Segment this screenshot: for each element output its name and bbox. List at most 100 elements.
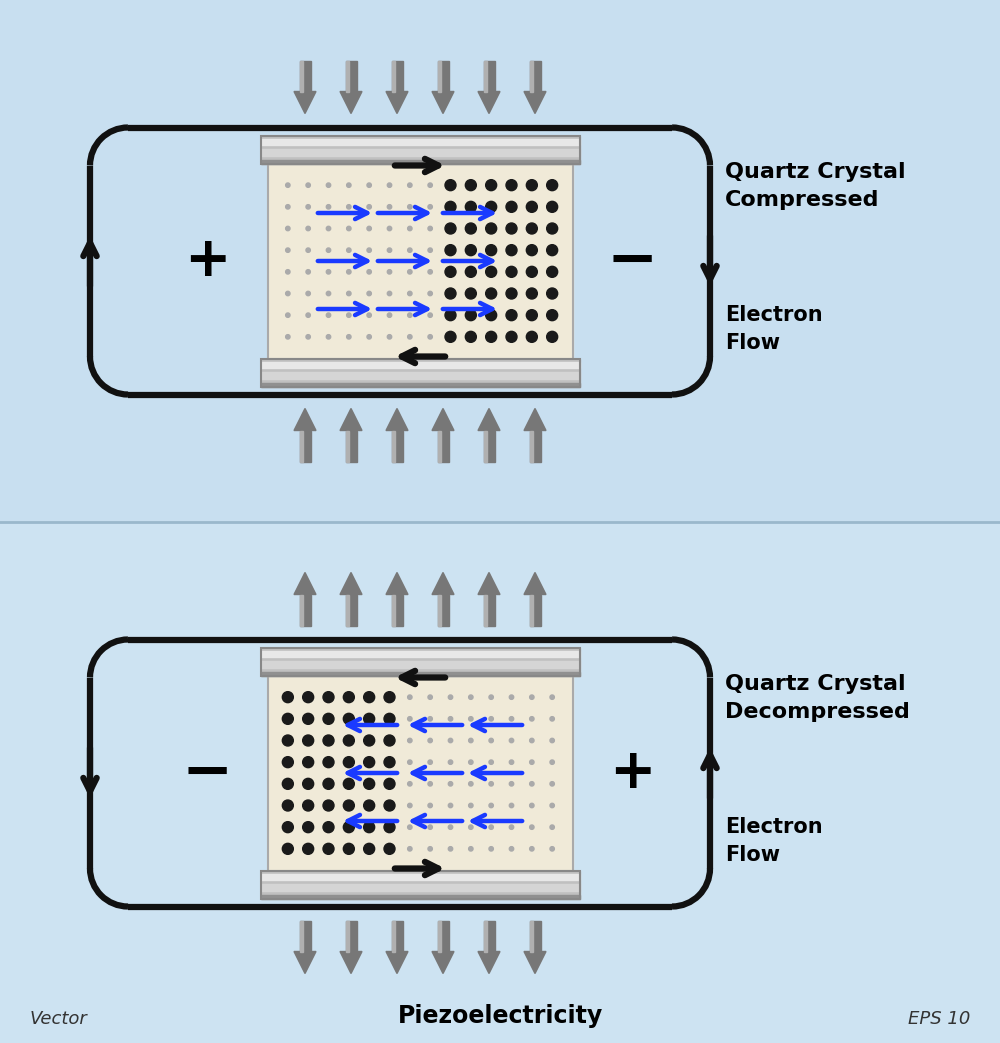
Circle shape	[326, 226, 331, 231]
Bar	[260, 874, 580, 880]
Circle shape	[526, 266, 537, 277]
Bar	[268, 676, 572, 871]
Circle shape	[445, 223, 456, 234]
Circle shape	[367, 291, 371, 296]
Polygon shape	[340, 92, 362, 114]
Circle shape	[303, 800, 314, 811]
Circle shape	[526, 310, 537, 320]
Bar	[260, 895, 580, 898]
Circle shape	[465, 245, 476, 256]
Circle shape	[465, 179, 476, 191]
Bar	[346, 921, 356, 951]
Circle shape	[347, 226, 351, 231]
Circle shape	[367, 313, 371, 317]
Circle shape	[465, 288, 476, 299]
Circle shape	[428, 695, 432, 700]
Circle shape	[387, 204, 392, 209]
Bar	[300, 60, 303, 92]
Bar	[260, 651, 580, 657]
Circle shape	[506, 179, 517, 191]
Circle shape	[428, 781, 432, 786]
Circle shape	[550, 717, 554, 721]
Polygon shape	[432, 573, 454, 595]
Circle shape	[469, 717, 473, 721]
Circle shape	[326, 204, 331, 209]
Circle shape	[428, 226, 432, 231]
Circle shape	[547, 223, 558, 234]
Circle shape	[323, 713, 334, 724]
Circle shape	[445, 266, 456, 277]
Circle shape	[384, 735, 395, 746]
Circle shape	[465, 266, 476, 277]
Text: −: −	[607, 232, 658, 291]
Circle shape	[530, 717, 534, 721]
Circle shape	[306, 248, 310, 252]
Circle shape	[408, 738, 412, 743]
Bar	[438, 921, 448, 951]
Text: Electron
Flow: Electron Flow	[725, 817, 823, 865]
Bar	[346, 60, 349, 92]
Bar	[260, 871, 580, 898]
Bar	[438, 431, 441, 461]
Circle shape	[367, 226, 371, 231]
Text: Electron
Flow: Electron Flow	[725, 305, 823, 353]
Circle shape	[445, 288, 456, 299]
Circle shape	[445, 310, 456, 320]
Circle shape	[306, 313, 310, 317]
Circle shape	[408, 717, 412, 721]
Circle shape	[530, 803, 534, 807]
Bar	[438, 60, 441, 92]
Circle shape	[282, 713, 293, 724]
Circle shape	[384, 756, 395, 768]
Circle shape	[445, 179, 456, 191]
Circle shape	[445, 201, 456, 213]
Circle shape	[408, 291, 412, 296]
Bar	[392, 921, 395, 951]
Bar	[346, 595, 356, 626]
Polygon shape	[524, 409, 546, 431]
Circle shape	[303, 756, 314, 768]
Circle shape	[282, 735, 293, 746]
Circle shape	[286, 204, 290, 209]
Circle shape	[526, 332, 537, 342]
Circle shape	[323, 735, 334, 746]
Bar	[260, 359, 580, 387]
Circle shape	[530, 738, 534, 743]
Circle shape	[306, 270, 310, 274]
Circle shape	[530, 695, 534, 700]
Bar	[484, 60, 487, 92]
Bar	[484, 595, 494, 626]
Circle shape	[469, 847, 473, 851]
Circle shape	[506, 310, 517, 320]
Polygon shape	[432, 92, 454, 114]
Circle shape	[428, 847, 432, 851]
Bar	[530, 431, 533, 461]
Circle shape	[489, 781, 493, 786]
Circle shape	[465, 223, 476, 234]
Circle shape	[303, 692, 314, 703]
Polygon shape	[478, 951, 500, 973]
Circle shape	[347, 183, 351, 188]
Circle shape	[364, 778, 375, 790]
Circle shape	[347, 204, 351, 209]
Circle shape	[343, 778, 354, 790]
Circle shape	[486, 223, 497, 234]
Circle shape	[367, 248, 371, 252]
Circle shape	[550, 825, 554, 829]
Text: Vector: Vector	[30, 1010, 88, 1028]
Bar	[260, 672, 580, 676]
Circle shape	[303, 844, 314, 854]
Circle shape	[428, 803, 432, 807]
Circle shape	[306, 204, 310, 209]
Circle shape	[384, 692, 395, 703]
Bar	[260, 149, 580, 155]
Circle shape	[364, 713, 375, 724]
Bar	[392, 595, 402, 626]
Circle shape	[326, 183, 331, 188]
Bar	[530, 60, 540, 92]
Bar	[530, 595, 533, 626]
Circle shape	[408, 313, 412, 317]
Circle shape	[364, 822, 375, 832]
Bar	[0, 0, 1000, 522]
Circle shape	[448, 803, 453, 807]
